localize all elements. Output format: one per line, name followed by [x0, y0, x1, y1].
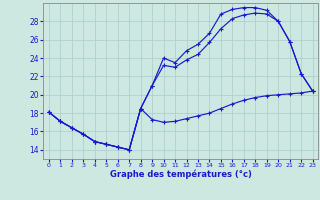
X-axis label: Graphe des températures (°c): Graphe des températures (°c) [110, 170, 252, 179]
